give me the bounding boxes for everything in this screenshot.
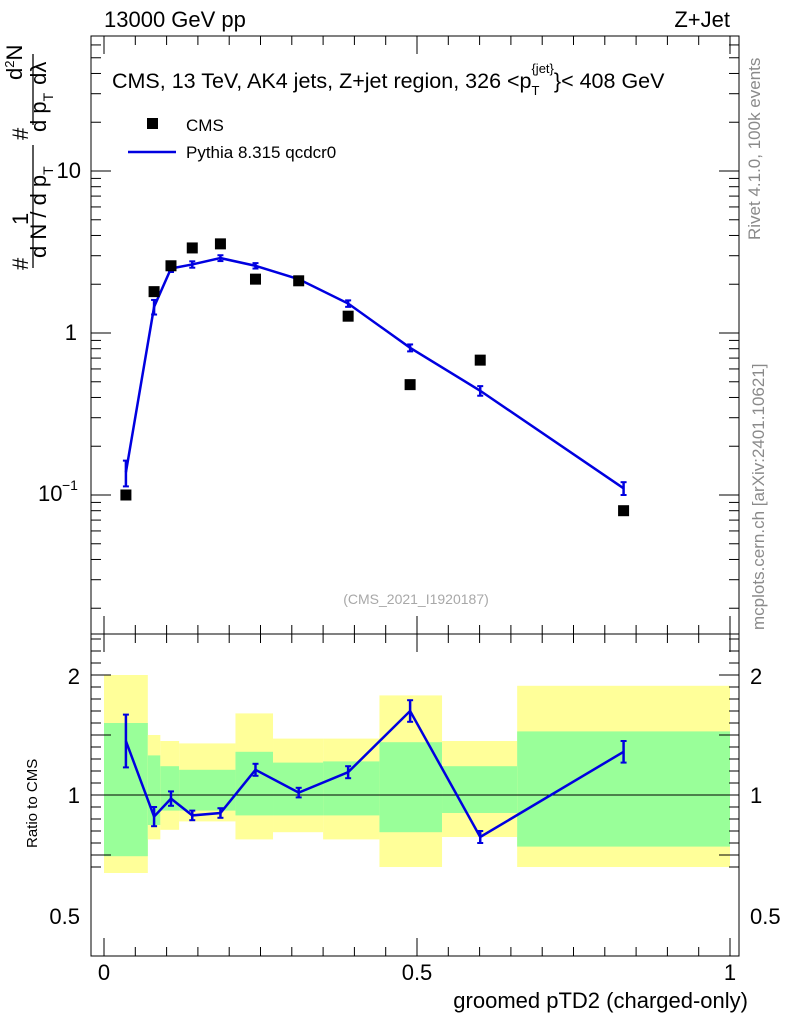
analysis-watermark: (CMS_2021_I1920187): [343, 591, 489, 607]
main-ylabel-den: d N / d pT: [26, 166, 56, 258]
header-right-text: Z+Jet: [674, 7, 730, 32]
cms-data-point: [404, 379, 416, 391]
xtick-label-0: 0: [98, 960, 110, 985]
main-ylabel-hash: #: [8, 257, 33, 270]
main-plot-frame: [90, 35, 740, 635]
cms-data-point: [249, 273, 261, 285]
cms-data-point: [474, 354, 486, 366]
ratio-plot-panel: 2 1 0.5 2 1 0.5 0 0.5 1 groomed pTD2 (ch…: [24, 633, 781, 1013]
ratio-plot-frame: [90, 633, 740, 957]
main-ylabel: # 1 d N / d pT # d2N d pTdλ: [2, 45, 56, 270]
cms-data-point: [165, 260, 177, 272]
ratio-ytick-label-2-right: 2: [750, 664, 762, 689]
main-ylabel-num: d2N: [2, 45, 27, 80]
rivet-version-text: Rivet 4.1.0, 100k events: [745, 58, 764, 240]
ratio-data-layer: [122, 699, 627, 844]
ytick-label-0.1-base: 10: [38, 481, 62, 506]
main-plot-panel: 10 1 10 −1 CMS, 13 TeV, AK4 jets, Z+jet …: [38, 35, 740, 635]
ratio-uncertainty-bands: [104, 675, 730, 873]
legend-label-pythia: Pythia 8.315 qcdcr0: [186, 143, 336, 162]
ratio-y-axis-title: Ratio to CMS: [24, 759, 41, 848]
cms-data-point: [342, 310, 354, 322]
cms-data-point: [186, 242, 198, 254]
xtick-label-1: 1: [724, 960, 736, 985]
main-data-layer: [120, 238, 630, 517]
cms-data-point: [293, 275, 305, 287]
ratio-axis-ticks: [91, 634, 739, 956]
ytick-label-10: 10: [57, 158, 81, 183]
ytick-label-1: 1: [65, 320, 77, 345]
header-left-text: 13000 GeV pp: [104, 7, 246, 32]
ratio-ytick-label-1-right: 1: [750, 783, 762, 808]
main-ylabel-one: 1: [8, 213, 33, 225]
main-ylabel-den2: d pTdλ: [26, 62, 56, 132]
mcplots-credit-text: mcplots.cern.ch [arXiv:2401.10621]: [749, 364, 768, 630]
legend: CMS Pythia 8.315 qcdcr0: [128, 116, 336, 162]
ratio-ytick-label-2-left: 2: [68, 664, 80, 689]
ratio-band-green-2: [160, 766, 180, 811]
cms-data-point: [148, 286, 160, 298]
main-ylabel-hash-2: #: [8, 127, 33, 140]
x-axis-title: groomed pTD2 (charged-only): [453, 988, 748, 1013]
legend-marker-cms: [147, 118, 158, 129]
cms-data-point: [618, 505, 630, 517]
ratio-ytick-label-0.5-left: 0.5: [49, 904, 80, 929]
cms-data-point: [120, 489, 132, 501]
ratio-band-green-3: [179, 769, 236, 811]
legend-label-cms: CMS: [186, 116, 224, 135]
ytick-label-0.1-exponent: −1: [62, 477, 78, 493]
ratio-ytick-label-1-left: 1: [68, 783, 80, 808]
ytick-label-0.1: 10 −1: [38, 477, 78, 506]
main-axis-ticks: [91, 36, 739, 634]
xtick-label-0.5: 0.5: [402, 960, 433, 985]
ratio-ytick-label-0.5-right: 0.5: [750, 904, 781, 929]
cms-data-point: [214, 238, 226, 250]
ratio-band-green-7: [379, 742, 443, 833]
ratio-band-green-4: [235, 751, 274, 816]
main-plot-title: CMS, 13 TeV, AK4 jets, Z+jet region, 326…: [112, 61, 665, 98]
